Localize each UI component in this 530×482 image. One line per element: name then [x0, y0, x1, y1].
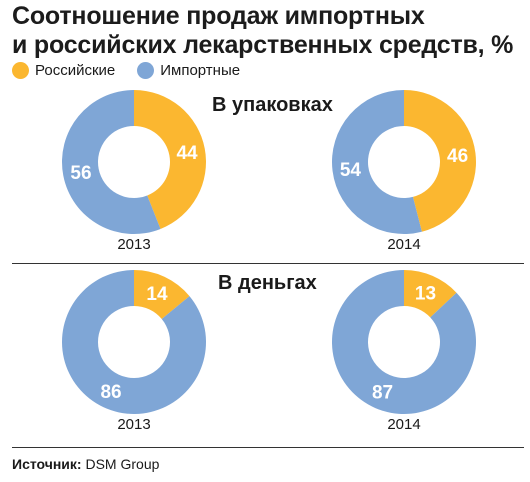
section-divider: [12, 263, 524, 264]
year-label: 2013: [117, 416, 151, 433]
year-label: 2013: [117, 236, 151, 253]
slice-imported: [332, 270, 476, 414]
chart-title: Соотношение продаж импортных и российски…: [12, 2, 522, 60]
slice-imported: [332, 90, 422, 234]
slice-russian: [404, 270, 457, 318]
slice-value-label: 14: [146, 284, 168, 305]
slice-russian: [134, 90, 207, 229]
legend-label-imported: Импортные: [160, 62, 241, 79]
source-label: Источник:: [12, 456, 82, 472]
source-value: DSM Group: [85, 456, 160, 472]
year-label: 2014: [387, 416, 421, 433]
source-note: Источник: DSM Group: [12, 456, 159, 472]
slice-value-label: 13: [415, 283, 436, 304]
legend-swatch-russian: [12, 62, 29, 79]
slice-value-label: 46: [447, 146, 468, 167]
section-label-packages: В упаковках: [212, 94, 333, 116]
legend-swatch-imported: [137, 62, 155, 79]
footer-divider: [12, 447, 524, 448]
slice-value-label: 56: [70, 163, 91, 184]
title-line-2: и российских лекарственных средств, %: [12, 31, 514, 59]
slice-russian: [134, 270, 190, 320]
slice-russian: [404, 90, 477, 232]
legend-item-imported: Импортные: [137, 62, 240, 79]
year-label: 2014: [387, 236, 421, 253]
slice-imported: [62, 90, 161, 234]
legend: Российские Импортные: [12, 62, 262, 79]
slice-value-label: 54: [340, 160, 362, 181]
slice-value-label: 86: [100, 382, 121, 403]
legend-item-russian: Российские: [12, 62, 115, 79]
legend-label-russian: Российские: [35, 62, 116, 79]
title-line-1: Соотношение продаж импортных: [12, 2, 425, 30]
section-label-money: В деньгах: [218, 272, 317, 294]
slice-imported: [62, 270, 206, 415]
slice-value-label: 87: [372, 383, 393, 404]
slice-value-label: 44: [176, 143, 198, 164]
